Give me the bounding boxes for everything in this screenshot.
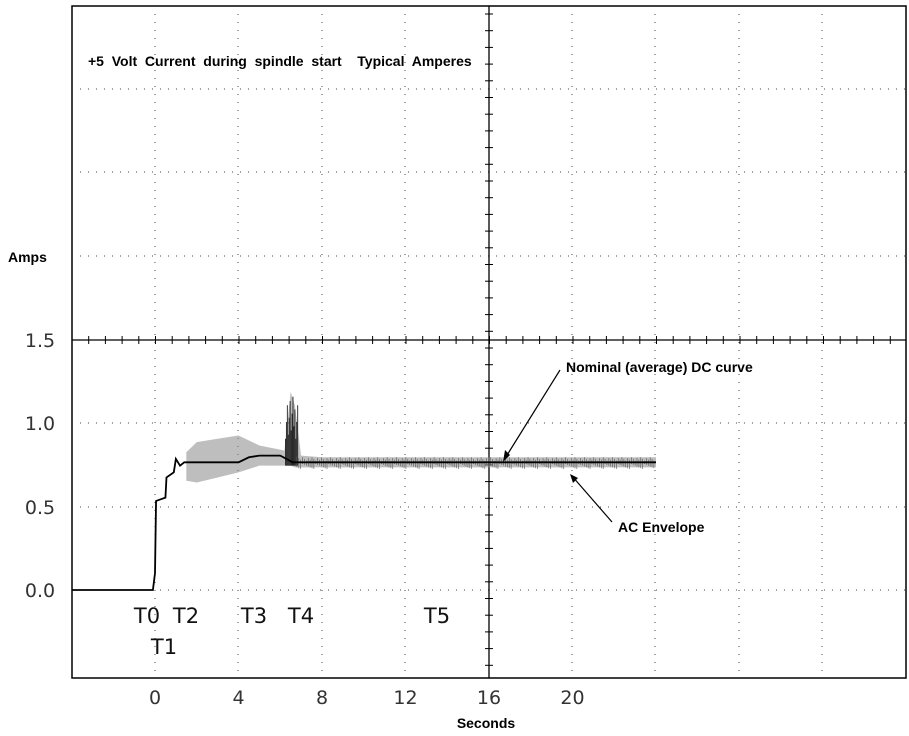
marker-label: T3 <box>240 604 267 628</box>
marker-labels: T0 T1 T2 T3 T4 T5 <box>133 604 450 659</box>
y-tick-label: 1.5 <box>25 330 55 352</box>
x-tick-label: 12 <box>393 687 417 709</box>
chart-title: +5 Volt Current during spindle start Typ… <box>88 53 472 69</box>
annotations: Nominal (average) DC curve AC Envelope <box>503 359 753 535</box>
marker-label: T2 <box>172 604 199 628</box>
x-tick-label: 16 <box>477 687 501 709</box>
marker-label: T5 <box>423 604 450 628</box>
marker-label: T0 <box>133 604 160 628</box>
y-tick-label: 0.0 <box>25 580 55 602</box>
annotation-ac-envelope: AC Envelope <box>618 519 705 535</box>
y-tick-label: 1.0 <box>25 413 55 435</box>
x-tick-label: 20 <box>560 687 584 709</box>
y-tick-label: 0.5 <box>25 497 55 519</box>
y-axis-label: Amps <box>8 249 47 265</box>
annotation-ac-envelope-leader <box>571 475 613 523</box>
series-dc-curve <box>71 454 656 591</box>
x-axis-label: Seconds <box>457 715 516 731</box>
annotation-dc-curve-arrowhead <box>503 450 510 462</box>
annotation-dc-curve: Nominal (average) DC curve <box>566 359 753 375</box>
series-layer <box>71 391 656 591</box>
y-tick-labels: 0.0 0.5 1.0 1.5 <box>25 330 55 602</box>
x-tick-label: 8 <box>316 687 328 709</box>
marker-label: T4 <box>287 604 314 628</box>
x-tick-labels: 0 4 8 12 16 20 <box>149 687 585 709</box>
marker-label: T1 <box>150 635 177 659</box>
center-axes <box>71 6 906 678</box>
annotation-dc-curve-leader <box>503 369 561 461</box>
x-tick-label: 4 <box>232 687 244 709</box>
annotation-ac-envelope-arrowhead <box>570 474 578 483</box>
x-tick-label: 0 <box>149 687 161 709</box>
series-ac-envelope <box>186 391 656 483</box>
